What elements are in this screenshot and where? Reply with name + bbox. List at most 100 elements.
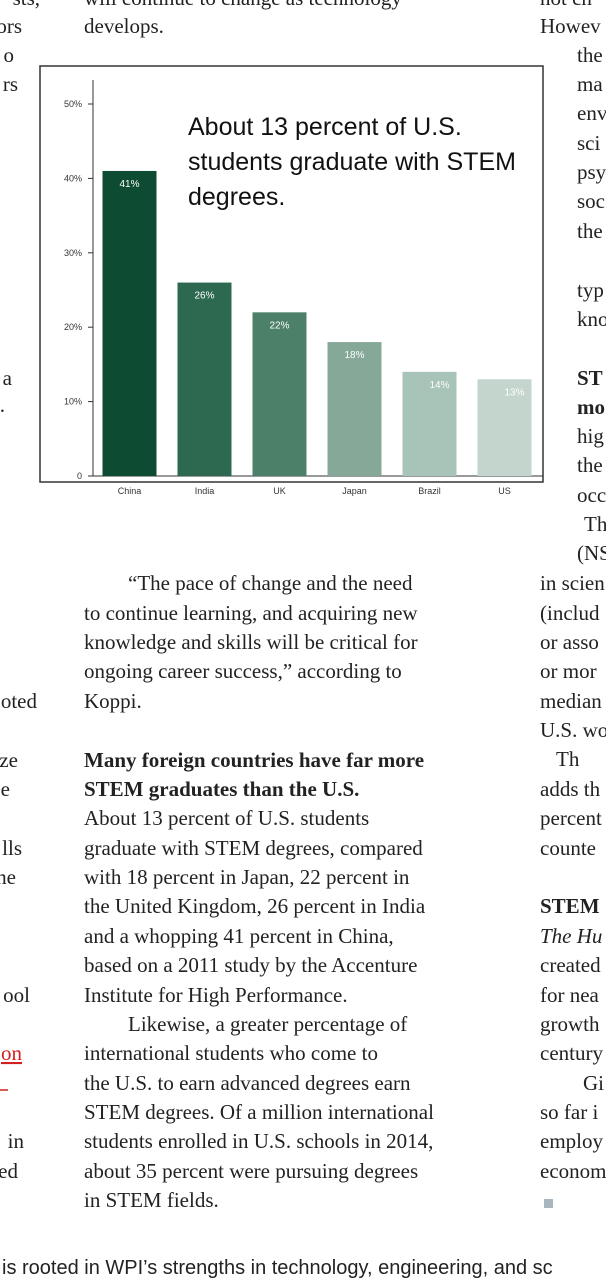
body-line: the U.S. to earn advanced degrees earn [84, 1071, 411, 1095]
body-line: Likewise, a greater percentage of [128, 1012, 407, 1036]
body-line: STEM graduates than the U.S. [84, 777, 359, 801]
end-mark [544, 1199, 553, 1208]
value-label: 22% [269, 320, 289, 331]
text-fragment: ed [0, 1159, 18, 1183]
text-fragment: (NS [577, 541, 606, 565]
footer: is rooted in WPI’s strengths in technolo… [2, 1257, 553, 1279]
text-fragment: median [540, 689, 602, 713]
text-fragment: Howev [540, 14, 601, 38]
body-line: and a whopping 41 percent in China, [84, 924, 394, 948]
text-fragment: ors [0, 14, 22, 38]
body-line: about 35 percent were pursuing degrees [84, 1159, 418, 1183]
body-line: knowledge and skills will be critical fo… [84, 630, 418, 654]
value-label: 26% [194, 291, 214, 302]
text-fragment: or asso [540, 630, 599, 654]
value-label: 41% [119, 179, 139, 190]
value-label: 13% [504, 387, 524, 398]
x-tick-label: Brazil [418, 486, 441, 496]
text-fragment: the [577, 43, 603, 67]
text-fragment: ma [577, 72, 603, 96]
x-tick-label: Japan [342, 486, 367, 496]
text-fragment: employ [540, 1129, 603, 1153]
text-fragment: typ [577, 278, 604, 302]
text-fragment: created [540, 953, 601, 977]
y-tick-label: 10% [64, 397, 82, 407]
text-fragment: for nea [540, 983, 600, 1007]
text-fragment: ool [3, 983, 30, 1007]
text-fragment: (includ [540, 601, 600, 625]
text-fragment: counte [540, 836, 596, 860]
body-line: based on a 2011 study by the Accenture [84, 953, 417, 977]
text-fragment: sci [577, 131, 600, 155]
text-fragment: env [577, 101, 606, 125]
text-fragment: The Hu [540, 924, 602, 948]
text-fragment: percent [540, 806, 602, 830]
text-fragment: in scien [540, 571, 605, 595]
body-line: students enrolled in U.S. schools in 201… [84, 1129, 433, 1153]
body-line: Many foreign countries have far more [84, 748, 424, 772]
text-fragment: on [1, 1041, 23, 1065]
text-fragment: soc [577, 189, 605, 213]
x-tick-label: China [118, 486, 142, 496]
body-line: will continue to change as technology [84, 0, 402, 10]
text-fragment: econom [540, 1159, 606, 1183]
text-fragment: U.S. wo [540, 718, 606, 742]
body-line: the United Kingdom, 26 percent in India [84, 894, 426, 918]
body-line: with 18 percent in Japan, 22 percent in [84, 865, 410, 889]
body-line: in STEM fields. [84, 1188, 219, 1212]
body-line: develops. [84, 14, 164, 38]
y-tick-label: 30% [64, 248, 82, 258]
y-tick-label: 40% [64, 173, 82, 183]
body-line: international students who come to [84, 1041, 378, 1065]
text-fragment: kno [577, 307, 606, 331]
x-tick-label: India [195, 486, 215, 496]
bar [102, 170, 157, 476]
text-fragment: ze [0, 748, 18, 772]
bar [252, 312, 307, 476]
text-fragment: o [4, 43, 15, 67]
bar [327, 342, 382, 476]
text-fragment: the [577, 453, 603, 477]
text-fragment: ST [577, 366, 603, 390]
body-line: STEM degrees. Of a million international [84, 1100, 434, 1124]
text-fragment: not ch [540, 0, 592, 10]
x-tick-label: US [498, 486, 511, 496]
text-fragment: mo [577, 395, 605, 419]
body-line: graduate with STEM degrees, compared [84, 836, 423, 860]
text-fragment: in [8, 1129, 25, 1153]
text-fragment: sts, [13, 0, 40, 10]
value-label: 18% [344, 350, 364, 361]
text-fragment: adds th [540, 777, 601, 801]
text-fragment: so far i [540, 1100, 598, 1124]
text-fragment: STEM [540, 894, 600, 918]
text-fragment: e [1, 777, 10, 801]
text-fragment: Th [584, 512, 606, 536]
text-fragment: psy [577, 160, 606, 184]
annotation-box: About 13 percent of U.S. students gradua… [188, 113, 516, 211]
text-fragment: occ [577, 483, 606, 507]
body-line: ongoing career success,” according to [84, 659, 402, 683]
body-line: Institute for High Performance. [84, 983, 348, 1007]
y-tick-label: 20% [64, 322, 82, 332]
body-line: to continue learning, and acquiring new [84, 601, 418, 625]
text-fragment: Th [556, 747, 580, 771]
text-fragment: oted [1, 689, 38, 713]
text-fragment: rs [3, 72, 18, 96]
text-fragment: growth [540, 1012, 600, 1036]
body-line: Koppi. [84, 689, 142, 713]
text-fragment: hig [577, 424, 604, 448]
text-fragment: the [577, 219, 603, 243]
text-fragment: lls [2, 836, 22, 860]
text-fragment: . [0, 393, 5, 417]
y-tick-label: 50% [64, 99, 82, 109]
body-line: “The pace of change and the need [128, 571, 413, 595]
bar [477, 379, 532, 476]
text-fragment: he [0, 865, 16, 889]
bar [402, 371, 457, 476]
text-fragment: century [540, 1041, 603, 1065]
x-tick-label: UK [273, 486, 286, 496]
text-fragment: Gi [583, 1071, 604, 1095]
value-label: 14% [429, 380, 449, 391]
text-fragment: a [3, 366, 13, 390]
